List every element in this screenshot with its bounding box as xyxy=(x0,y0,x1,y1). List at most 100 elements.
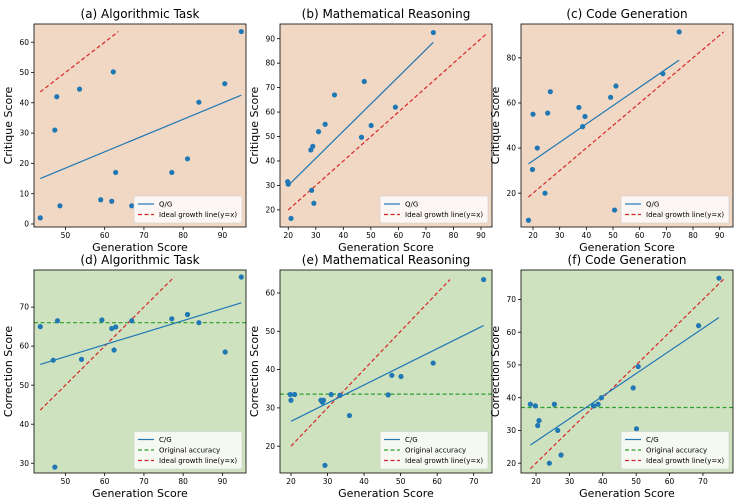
x-tick-label: 20 xyxy=(283,231,293,240)
y-tick-label: 30 xyxy=(506,426,516,435)
x-tick-label: 70 xyxy=(139,231,149,240)
plot-background xyxy=(34,24,246,227)
data-point xyxy=(113,169,119,176)
y-tick-label: 30 xyxy=(19,459,29,468)
y-axis-label: Critique Score xyxy=(248,86,261,164)
x-tick-label: 80 xyxy=(178,231,188,240)
legend-label: Original accuracy xyxy=(159,447,220,455)
data-point xyxy=(430,360,436,366)
data-point xyxy=(109,325,115,332)
data-point xyxy=(633,426,640,432)
data-point xyxy=(613,83,619,89)
data-point xyxy=(361,78,367,85)
x-tick-label: 80 xyxy=(178,477,188,486)
data-point xyxy=(480,276,487,283)
data-point xyxy=(222,81,228,87)
x-tick-label: 90 xyxy=(218,231,228,240)
legend-label: Ideal growth line(y=x) xyxy=(405,457,483,465)
legend-label: Q/G xyxy=(405,201,418,209)
x-tick-label: 40 xyxy=(582,231,592,240)
data-point xyxy=(113,324,119,330)
data-point xyxy=(555,427,561,434)
data-point xyxy=(54,318,61,324)
legend-label: C/G xyxy=(646,436,659,444)
data-point xyxy=(54,94,60,100)
legend-box xyxy=(379,431,489,470)
data-point xyxy=(608,94,614,100)
fit-line xyxy=(290,325,484,422)
ideal-growth-line xyxy=(39,31,119,93)
x-tick-label: 30 xyxy=(555,231,565,240)
x-tick-label: 80 xyxy=(688,231,698,240)
data-point xyxy=(331,92,338,98)
y-tick-label: 70 xyxy=(506,295,516,304)
y-tick-label: 20 xyxy=(506,459,516,468)
y-tick-label: 20 xyxy=(19,159,29,168)
x-tick-label: 50 xyxy=(631,477,641,486)
x-tick-label: 30 xyxy=(565,477,575,486)
y-tick-label: 50 xyxy=(19,381,29,390)
data-point xyxy=(580,124,586,130)
data-point xyxy=(196,320,202,326)
data-point xyxy=(385,392,391,398)
y-axis-label: Critique Score xyxy=(489,86,502,164)
plot-area xyxy=(525,29,725,223)
data-point xyxy=(50,357,56,363)
data-point xyxy=(389,372,395,378)
data-point xyxy=(328,391,334,398)
x-tick-label: 20 xyxy=(286,477,296,486)
x-tick-label: 90 xyxy=(476,231,486,240)
legend-label: Original accuracy xyxy=(646,447,707,455)
data-point xyxy=(309,187,315,193)
panel-f: 20 30 40 50 60 70 20 30 40 50 60 70 (f) Code Generat… xyxy=(489,253,734,498)
data-point xyxy=(558,452,564,458)
data-point xyxy=(576,104,582,111)
x-tick-label: 20 xyxy=(531,477,541,486)
data-point xyxy=(716,275,722,281)
data-point xyxy=(676,29,682,35)
x-tick-label: 40 xyxy=(359,477,369,486)
data-point xyxy=(52,127,58,133)
data-point xyxy=(630,385,636,391)
x-tick-label: 60 xyxy=(100,231,110,240)
y-tick-label: 20 xyxy=(506,189,516,198)
panel-a: 50 60 70 80 90 0 10 20 30 40 50 60 (a) Algorithmic T… xyxy=(2,7,247,254)
x-axis-label: Generation Score xyxy=(92,487,188,498)
y-tick-label: 20 xyxy=(265,205,275,214)
ideal-growth-line xyxy=(287,33,487,211)
data-point xyxy=(582,113,588,120)
x-tick-label: 20 xyxy=(528,231,538,240)
plot-frame xyxy=(520,23,734,228)
x-tick-label: 60 xyxy=(635,231,645,240)
x-axis-label: Generation Score xyxy=(338,487,434,498)
data-point xyxy=(310,143,316,149)
x-tick-label: 70 xyxy=(662,231,672,240)
y-tick-label: 40 xyxy=(265,365,275,374)
y-tick-label: 60 xyxy=(506,328,516,337)
legend-label: Ideal growth line(y=x) xyxy=(159,211,237,219)
x-tick-label: 70 xyxy=(698,477,708,486)
data-point xyxy=(635,363,641,370)
chart-title: (f) Code Generation xyxy=(568,253,687,267)
data-point xyxy=(368,122,374,129)
y-axis-label: Correction Score xyxy=(2,326,15,417)
data-point xyxy=(37,215,43,221)
y-tick-label: 20 xyxy=(265,442,275,451)
x-tick-label: 40 xyxy=(339,231,349,240)
data-point xyxy=(57,203,63,209)
data-point xyxy=(598,395,605,401)
data-point xyxy=(98,197,104,203)
data-point xyxy=(292,391,298,398)
legend-box xyxy=(379,195,489,224)
legend-box xyxy=(620,195,730,224)
y-tick-label: 80 xyxy=(265,59,275,68)
data-point xyxy=(535,422,541,429)
x-tick-label: 70 xyxy=(139,477,149,486)
y-tick-label: 70 xyxy=(19,303,29,312)
data-point xyxy=(392,104,398,110)
data-point xyxy=(287,391,293,398)
x-tick-label: 90 xyxy=(218,477,228,486)
data-point xyxy=(696,323,702,329)
data-point xyxy=(534,145,540,151)
